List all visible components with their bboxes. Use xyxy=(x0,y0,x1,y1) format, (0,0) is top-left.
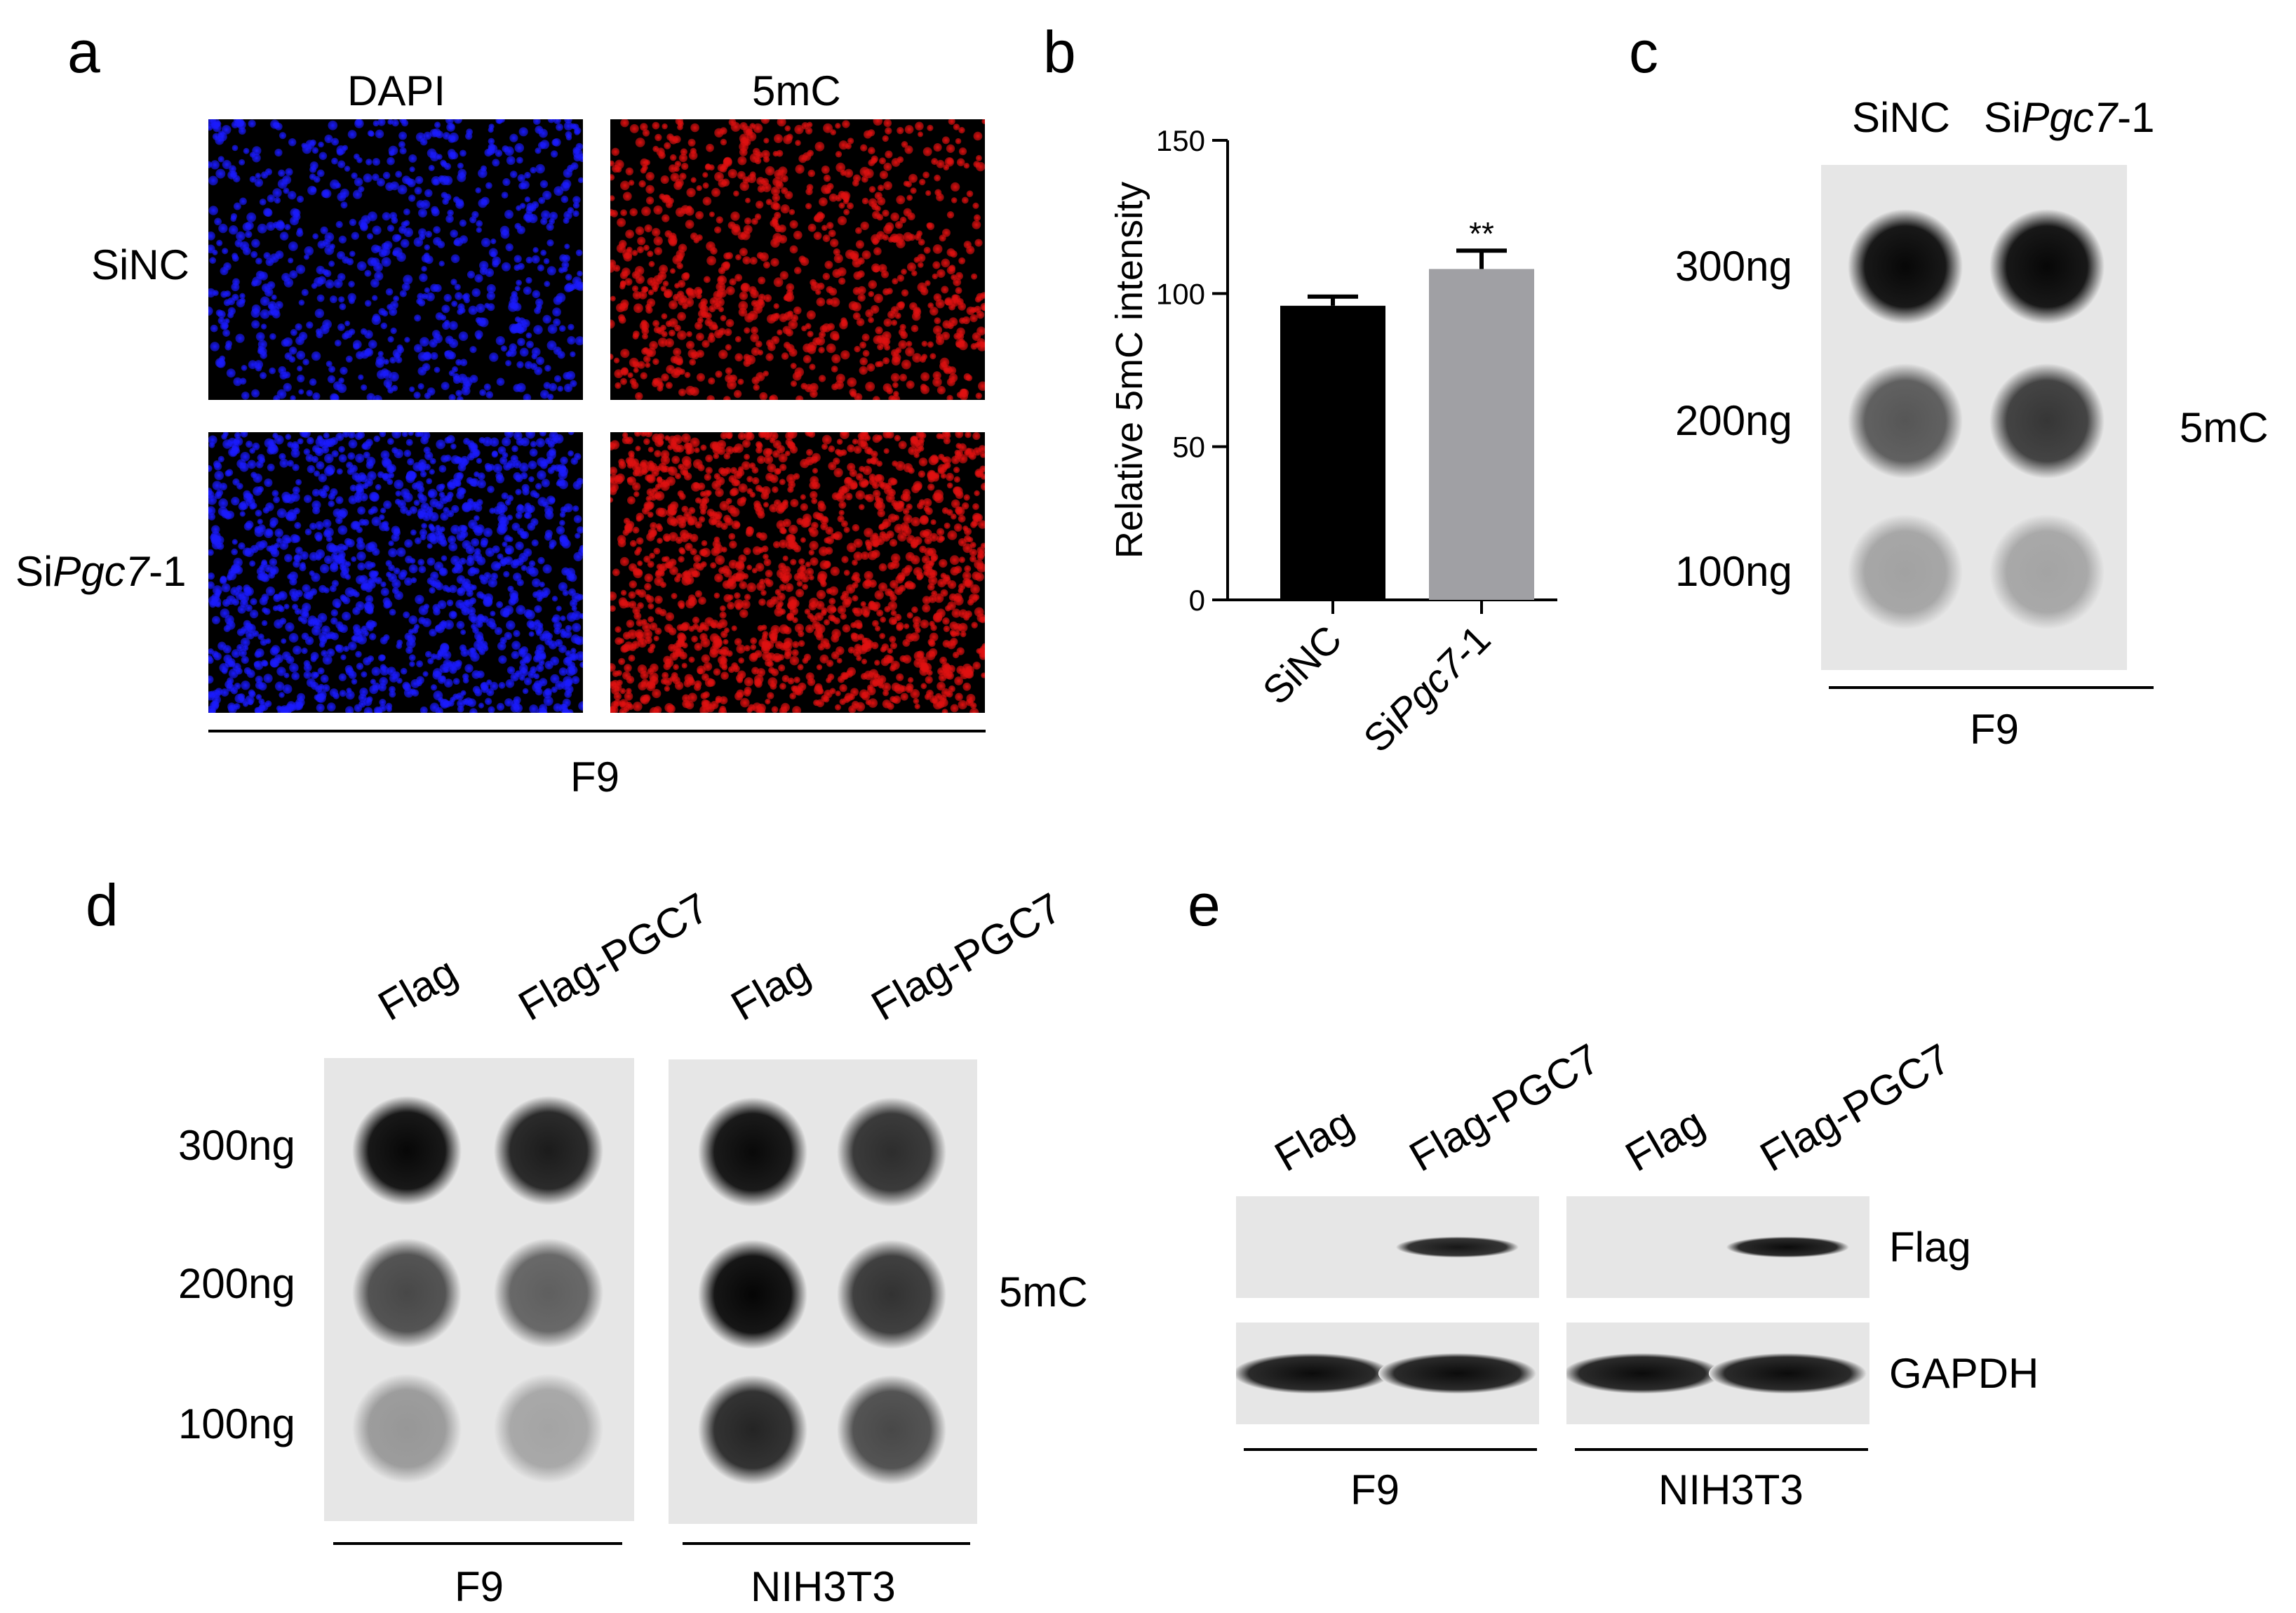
dot xyxy=(352,1238,462,1348)
band xyxy=(1378,1353,1536,1394)
dot xyxy=(1848,209,1963,324)
dot xyxy=(1989,209,2104,324)
lane-label-e-flagpgc7-nih: Flag-PGC7 xyxy=(1752,1034,1959,1181)
cell-line-d-f9: F9 xyxy=(455,1563,504,1610)
side-label-c-5mc: 5mC xyxy=(2180,404,2269,451)
dot xyxy=(837,1097,946,1207)
dot-blot-d-f9 xyxy=(324,1058,634,1521)
cell-line-e-f9: F9 xyxy=(1350,1466,1400,1513)
band-label-gapdh: GAPDH xyxy=(1889,1350,2039,1397)
lane-label-e-flag-nih: Flag xyxy=(1618,1099,1712,1181)
western-blot-gapdh-nih3t3 xyxy=(1566,1323,1869,1424)
c-col2-suffix: -1 xyxy=(2117,94,2155,141)
underline-a xyxy=(208,730,986,732)
underline-d-f9 xyxy=(333,1542,622,1545)
amount-label-c-300: 300ng xyxy=(1675,243,1792,290)
micrograph-5mc-sinc xyxy=(610,119,985,400)
cell-line-d-nih3t3: NIH3T3 xyxy=(751,1563,896,1610)
c-col2-pgc7: Pgc7 xyxy=(2021,94,2118,141)
c-col1-text: SiNC xyxy=(1852,94,1951,141)
micrograph-dapi-sipgc7 xyxy=(208,432,583,713)
western-blot-gapdh-f9 xyxy=(1236,1323,1539,1424)
side-label-d-5mc: 5mC xyxy=(999,1269,1088,1316)
bar-0 xyxy=(1280,305,1385,600)
panel-label-c: c xyxy=(1629,19,1658,85)
y-tick-label: 100 xyxy=(1156,277,1205,310)
row-label-si: Si xyxy=(15,548,53,595)
band xyxy=(1708,1353,1867,1394)
lane-label-e-flag-f9: Flag xyxy=(1267,1099,1362,1181)
lane-label-d-flagpgc7-nih: Flag-PGC7 xyxy=(864,883,1070,1030)
row-label-pgc7: Pgc7 xyxy=(53,548,149,595)
dot xyxy=(494,1374,603,1483)
band xyxy=(1726,1236,1849,1258)
lane-label-e-flagpgc7-f9: Flag-PGC7 xyxy=(1402,1034,1608,1181)
y-tick-label: 0 xyxy=(1189,584,1205,617)
lane-label-d-flag-f9: Flag xyxy=(370,948,465,1030)
dot xyxy=(352,1096,462,1205)
underline-c xyxy=(1829,686,2154,689)
cell-line-c: F9 xyxy=(1970,706,2020,753)
amount-label-d-200: 200ng xyxy=(178,1260,295,1307)
dot xyxy=(494,1096,603,1205)
underline-e-f9 xyxy=(1244,1448,1537,1451)
panel-label-d: d xyxy=(86,872,119,938)
band-label-flag: Flag xyxy=(1889,1224,1971,1271)
lane-label-d-flagpgc7-f9: Flag-PGC7 xyxy=(511,883,717,1030)
dot xyxy=(698,1375,807,1485)
dot xyxy=(698,1240,807,1349)
dot xyxy=(698,1097,807,1207)
dot xyxy=(1848,514,1963,629)
row-label-sinc: SiNC xyxy=(91,244,189,286)
western-blot-flag-f9 xyxy=(1236,1196,1539,1298)
band xyxy=(1395,1236,1519,1258)
dot xyxy=(1848,363,1963,478)
significance-label: ** xyxy=(1469,215,1494,252)
amount-label-d-100: 100ng xyxy=(178,1400,295,1447)
amount-label-d-300: 300ng xyxy=(178,1122,295,1169)
column-label-c-sinc: SiNC xyxy=(1852,97,1950,139)
column-label-c-sipgc7: SiPgc7-1 xyxy=(1984,97,2154,139)
panel-label-b: b xyxy=(1043,19,1076,85)
column-label-dapi: DAPI xyxy=(347,67,446,114)
micrograph-5mc-sipgc7 xyxy=(610,432,985,713)
cell-line-a: F9 xyxy=(570,754,620,801)
x-tick-label: SiNC xyxy=(1254,617,1350,713)
underline-e-nih3t3 xyxy=(1575,1448,1868,1451)
band xyxy=(1236,1353,1391,1394)
dot xyxy=(1989,514,2104,629)
dot-blot-d-nih3t3 xyxy=(669,1059,977,1524)
column-label-5mc: 5mC xyxy=(752,67,841,114)
lane-label-d-flag-nih: Flag xyxy=(723,948,818,1030)
panel-label-e: e xyxy=(1188,872,1221,938)
y-tick-label: 50 xyxy=(1172,431,1205,464)
y-axis-label: Relative 5mC intensity xyxy=(1108,182,1150,558)
micrograph-dapi-sinc xyxy=(208,119,583,400)
amount-label-c-100: 100ng xyxy=(1675,548,1792,595)
c-col2-si: Si xyxy=(1984,94,2022,141)
row-label-sinc-text: SiNC xyxy=(91,241,190,288)
dot-blot-c xyxy=(1821,165,2127,670)
panel-label-a: a xyxy=(67,19,100,85)
row-label-suffix: -1 xyxy=(149,548,187,595)
dot xyxy=(837,1375,946,1485)
dot xyxy=(352,1374,462,1483)
y-tick-label: 150 xyxy=(1156,124,1205,157)
dot xyxy=(494,1238,603,1348)
amount-label-c-200: 200ng xyxy=(1675,397,1792,444)
western-blot-flag-nih3t3 xyxy=(1566,1196,1869,1298)
bar-1 xyxy=(1429,269,1534,600)
dot xyxy=(1989,363,2104,478)
row-label-sipgc7: SiPgc7-1 xyxy=(15,551,186,593)
x-tick-label: SiPgc7-1 xyxy=(1355,617,1498,761)
band xyxy=(1566,1353,1721,1394)
cell-line-e-nih3t3: NIH3T3 xyxy=(1658,1466,1804,1513)
underline-d-nih3t3 xyxy=(683,1542,970,1545)
dot xyxy=(837,1240,946,1349)
